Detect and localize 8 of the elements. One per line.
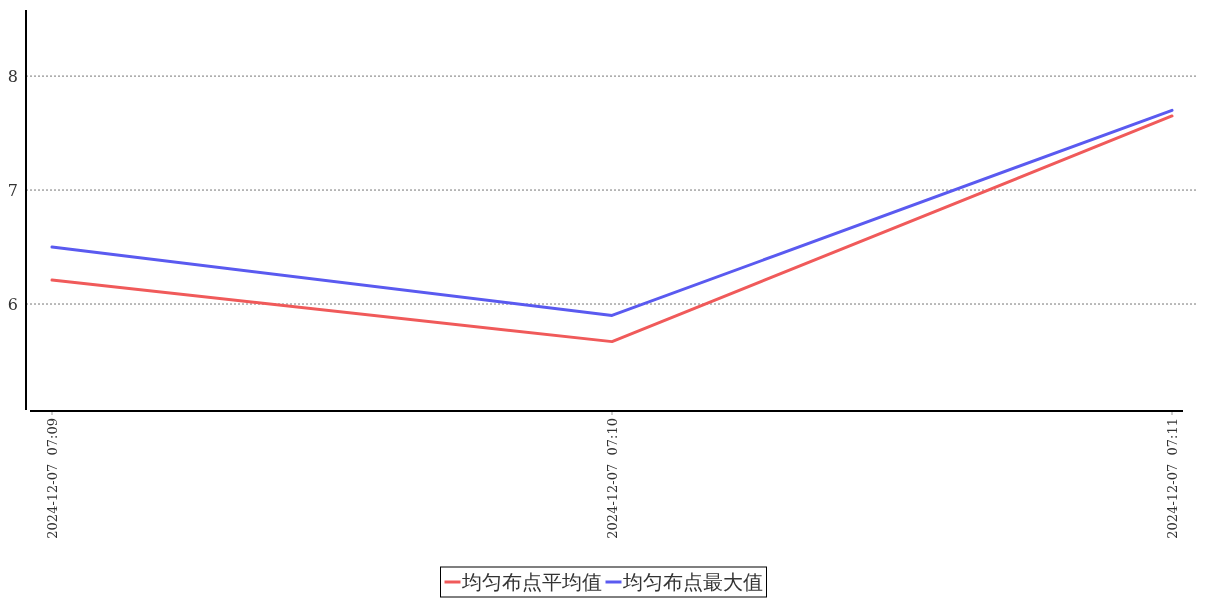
y-tick-label: 6 (7, 295, 18, 315)
x-tick-label: 2024-12-07 07:09 (45, 418, 60, 539)
x-tick-label: 2024-12-07 07:10 (605, 418, 620, 539)
x-tick-label: 2024-12-07 07:11 (1165, 418, 1180, 539)
legend-label: 均匀布点平均值 (460, 570, 602, 594)
y-tick-label: 7 (7, 181, 18, 201)
legend-label: 均匀布点最大值 (621, 570, 763, 594)
y-tick-label: 8 (7, 67, 18, 87)
